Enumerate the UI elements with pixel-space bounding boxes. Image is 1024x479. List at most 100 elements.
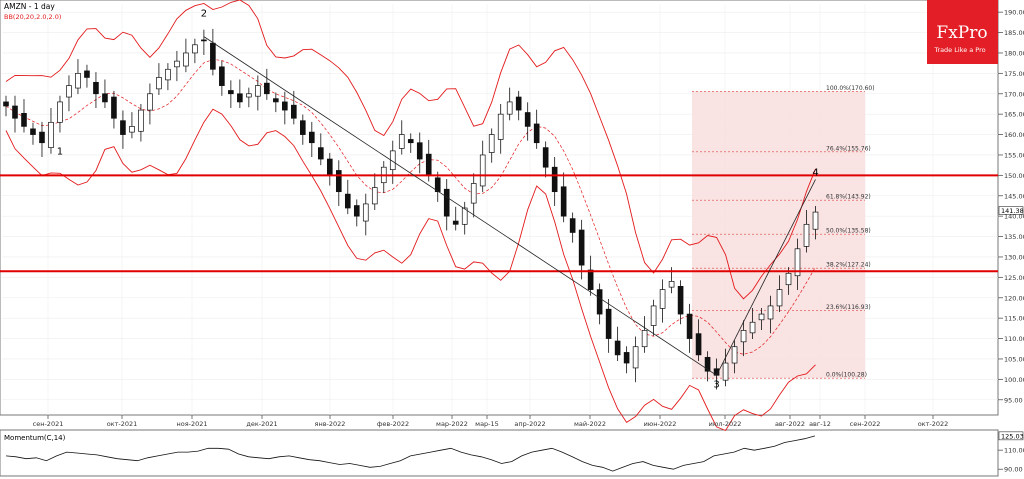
candle-body (192, 44, 198, 54)
candle-body (749, 321, 756, 334)
candle-body (407, 139, 414, 144)
x-tick-label: окт-2021 (107, 420, 138, 428)
y-tick-label: 150.00 (1004, 172, 1024, 180)
y-tick-label: 165.00 (1004, 111, 1024, 119)
candle-body (605, 308, 612, 339)
candle-body (120, 120, 126, 135)
candle-body (551, 166, 558, 193)
candle-body (174, 60, 180, 68)
candle-body (300, 120, 306, 135)
fibonacci-label: 50.0%(135.58) (826, 228, 871, 235)
candle-body (57, 101, 63, 123)
candle-body (560, 186, 567, 217)
candle-body (461, 207, 468, 225)
candles (3, 28, 819, 390)
x-tick-label: дек-2021 (246, 420, 277, 428)
candle-body (282, 101, 288, 111)
candle-body (596, 289, 603, 315)
y-tick-label: 145.00 (1004, 192, 1024, 200)
x-tick-label: май-2022 (574, 420, 606, 428)
y-tick-label: 155.00 (1004, 151, 1024, 159)
candle-body (443, 188, 450, 217)
candle-body (650, 305, 657, 326)
candle-body (497, 113, 504, 140)
candle-body (246, 93, 252, 98)
x-tick-label: ноя-2021 (176, 420, 207, 428)
y-tick-label: 160.00 (1004, 131, 1024, 139)
candle-body (506, 101, 513, 115)
fxpro-logo: FxPro Trade Like a Pro (927, 0, 998, 64)
x-tick-label: авг-12 (809, 420, 831, 428)
candle-body (21, 112, 27, 127)
candle-body (587, 269, 594, 290)
candle-body (309, 131, 315, 144)
y-tick-label: 135.00 (1004, 233, 1024, 241)
x-tick-label: сен-2022 (850, 420, 881, 428)
candle-body (111, 96, 117, 119)
symbol-title: AMZN - 1 day (4, 2, 55, 11)
momentum-value-tag (998, 431, 1024, 441)
candle-body (569, 218, 576, 233)
candle-body (30, 128, 36, 135)
elliott-wave: 1 2 3 4 (57, 8, 819, 390)
candle-body (758, 313, 765, 321)
fibonacci-label: 100.0%(170.60) (826, 85, 875, 92)
upper-band (5, 0, 816, 300)
candle-body (812, 211, 819, 230)
fibonacci-label: 23.6%(116.93) (826, 304, 871, 311)
momentum-indicator: 110.00 90.00 125.03 (5, 431, 1024, 474)
x-tick-label: июл-2022 (709, 420, 742, 428)
fibonacci-label: 61.8%(143.92) (826, 194, 871, 201)
wave-line (203, 36, 717, 376)
candle-body (389, 150, 396, 170)
fibonacci-label: 0.0%(100.28) (826, 372, 867, 379)
wave-label-4: 4 (812, 167, 818, 178)
x-tick-label: окт-2022 (918, 420, 949, 428)
momentum-tick-label: 110.00 (1004, 447, 1024, 455)
candle-body (416, 142, 423, 160)
y-tick-label: 105.00 (1004, 355, 1024, 363)
candle-body (317, 147, 324, 160)
wave-label-2: 2 (201, 8, 207, 19)
momentum-title: Momentum(C,14) (4, 434, 66, 442)
momentum-tick-label: 90.00 (1004, 466, 1023, 474)
wave-label-3: 3 (713, 379, 719, 390)
candle-body (201, 39, 207, 42)
candle-body (695, 333, 702, 356)
y-tick-label: 190.00 (1004, 9, 1024, 17)
candle-body (434, 177, 441, 193)
candle-body (524, 112, 531, 127)
x-tick-label: авг-2022 (775, 420, 805, 428)
time-axis: сен-2021 окт-2021 ноя-2021 дек-2021 янв-2022… (33, 415, 949, 428)
bollinger-bands (5, 0, 816, 432)
middle-band (5, 59, 816, 355)
x-tick-label: мар-2022 (436, 420, 468, 428)
current-price-tag (998, 206, 1024, 215)
candle-body (641, 330, 648, 348)
fibonacci-label: 38.2%(127.24) (826, 262, 871, 269)
candle-body (147, 93, 153, 111)
candle-body (452, 220, 459, 225)
candle-body (713, 368, 720, 376)
candle-body (623, 352, 630, 364)
fibonacci-label: 76.4%(155.76) (826, 145, 871, 152)
candle-body (686, 313, 693, 339)
candle-body (102, 93, 108, 103)
candle-body (731, 346, 738, 364)
candle-body (722, 362, 729, 381)
x-tick-label: апр-2022 (514, 420, 545, 428)
y-tick-label: 180.00 (1004, 49, 1024, 57)
y-tick-label: 125.00 (1004, 274, 1024, 282)
price-axis: 190.00 185.00 180.00 175.00 170.00 165.00 160.… (998, 9, 1024, 404)
current-price-label: 141.38 (1001, 207, 1024, 215)
y-tick-label: 120.00 (1004, 294, 1024, 302)
support-resistance-levels: 141.38 (0, 174, 1024, 273)
candle-body (228, 90, 234, 95)
candle-body (264, 82, 270, 95)
x-tick-label: мар-15 (475, 420, 499, 428)
candle-body (542, 147, 549, 168)
candle-body (632, 346, 639, 369)
candle-body (237, 93, 243, 103)
candle-body (156, 77, 162, 90)
